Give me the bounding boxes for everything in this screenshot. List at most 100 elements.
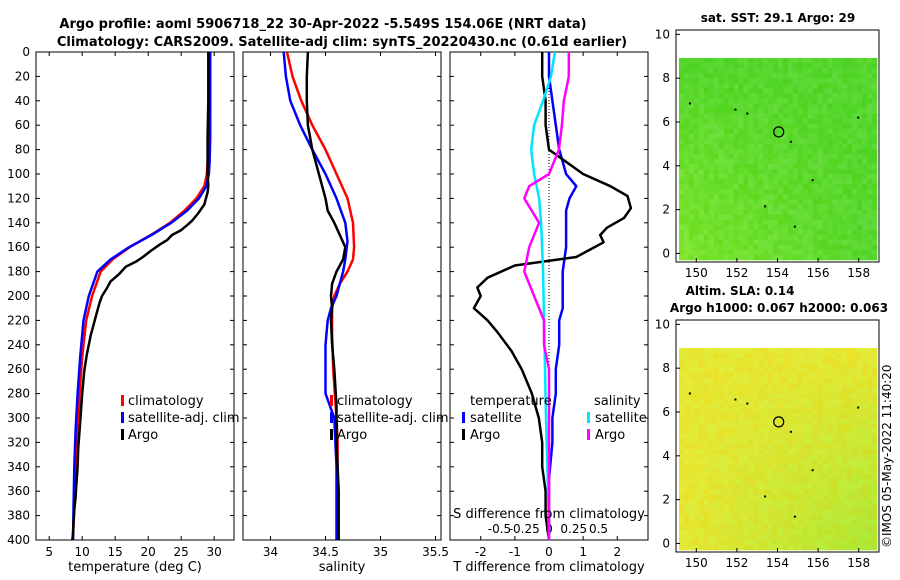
heatmap-cell: [713, 209, 719, 215]
heatmap-cell: [822, 73, 828, 79]
heatmap-cell: [817, 214, 823, 220]
heatmap-cell: [718, 123, 724, 129]
heatmap-cell: [748, 229, 754, 236]
heatmap-cell: [847, 469, 853, 475]
heatmap-cell: [807, 514, 813, 520]
heatmap-cell: [822, 179, 828, 185]
heatmap-cell: [748, 539, 754, 546]
heatmap-cell: [753, 148, 759, 155]
heatmap-cell: [797, 63, 804, 69]
heatmap-cell: [852, 423, 858, 430]
heatmap-cell: [787, 83, 794, 89]
heatmap-cell: [832, 519, 838, 526]
heatmap-cell: [797, 443, 804, 450]
heatmap-cell: [768, 63, 774, 69]
heatmap-cell: [802, 479, 808, 485]
heatmap-cell: [782, 179, 789, 185]
heatmap-cell: [822, 224, 828, 230]
heatmap-cell: [733, 204, 739, 210]
heatmap-cell: [743, 254, 749, 261]
heatmap-cell: [718, 219, 724, 225]
heatmap-cell: [812, 133, 818, 140]
heatmap-cell: [812, 494, 818, 500]
heatmap-cell: [807, 58, 813, 64]
heatmap-cell: [797, 353, 804, 359]
heatmap-cell: [802, 98, 808, 104]
heatmap-cell: [683, 428, 690, 435]
heatmap-cell: [733, 509, 739, 515]
heatmap-cell: [832, 539, 838, 546]
heatmap-cell: [787, 449, 794, 455]
heatmap-cell: [698, 169, 705, 175]
heatmap-cell: [787, 474, 794, 480]
heatmap-cell: [698, 539, 705, 546]
heatmap-cell: [867, 363, 873, 369]
heatmap-cell: [763, 388, 769, 394]
heatmap-cell: [688, 174, 695, 180]
heatmap-cell: [827, 113, 833, 119]
heatmap-cell: [683, 539, 690, 546]
heatmap-cell: [688, 249, 695, 256]
heatmap-cell: [718, 454, 724, 460]
heatmap-cell: [728, 189, 734, 195]
heatmap-cell: [807, 449, 813, 455]
heatmap-cell: [832, 383, 838, 389]
heatmap-cell: [852, 108, 858, 114]
heatmap-cell: [738, 504, 744, 510]
heatmap-cell: [679, 524, 685, 531]
heatmap-cell: [703, 368, 709, 374]
heatmap-cell: [718, 378, 724, 384]
heatmap-cell: [862, 58, 868, 64]
heatmap-cell: [837, 68, 843, 74]
heatmap-cell: [847, 138, 853, 145]
heatmap-cell: [847, 249, 853, 256]
heatmap-cell: [847, 78, 853, 84]
heatmap-cell: [857, 484, 863, 490]
heatmap-cell: [733, 438, 739, 445]
heatmap-cell: [797, 73, 804, 79]
heatmap-cell: [862, 398, 868, 404]
heatmap-cell: [773, 229, 779, 236]
heatmap-cell: [713, 479, 719, 485]
heatmap-cell: [862, 459, 868, 465]
heatmap-cell: [782, 58, 789, 64]
heatmap-cell: [713, 118, 719, 124]
heatmap-cell: [862, 433, 868, 440]
heatmap-cell: [738, 499, 744, 505]
heatmap-cell: [743, 219, 749, 225]
heatmap-cell: [738, 509, 744, 515]
heatmap-cell: [827, 529, 833, 536]
heatmap-cell: [797, 224, 804, 230]
heatmap-cell: [743, 539, 749, 546]
heatmap-cell: [738, 459, 744, 465]
heatmap-cell: [753, 358, 759, 364]
heatmap-cell: [862, 368, 868, 374]
heatmap-cell: [812, 58, 818, 64]
heatmap-cell: [723, 464, 729, 470]
heatmap-cell: [748, 148, 754, 155]
heatmap-cell: [857, 234, 863, 241]
heatmap-cell: [782, 494, 789, 500]
heatmap-cell: [817, 118, 823, 124]
heatmap-cell: [698, 98, 705, 104]
heatmap-cell: [753, 108, 759, 114]
heatmap-cell: [773, 469, 779, 475]
depth-tick-label: 180: [7, 265, 30, 279]
heatmap-cell: [688, 489, 695, 495]
heatmap-cell: [683, 489, 690, 495]
heatmap-cell: [768, 68, 774, 74]
heatmap-cell: [817, 388, 823, 394]
heatmap-cell: [718, 164, 724, 170]
heatmap-cell: [748, 418, 754, 425]
heatmap-cell: [693, 544, 700, 551]
heatmap-cell: [718, 153, 724, 160]
heatmap-cell: [862, 194, 868, 200]
heatmap-cell: [862, 529, 868, 536]
heatmap-cell: [688, 179, 695, 185]
heatmap-cell: [679, 398, 685, 404]
heatmap-cell: [847, 73, 853, 79]
heatmap-cell: [867, 443, 873, 450]
heatmap-cell: [778, 479, 784, 485]
heatmap-cell: [807, 153, 813, 160]
heatmap-cell: [679, 88, 685, 94]
